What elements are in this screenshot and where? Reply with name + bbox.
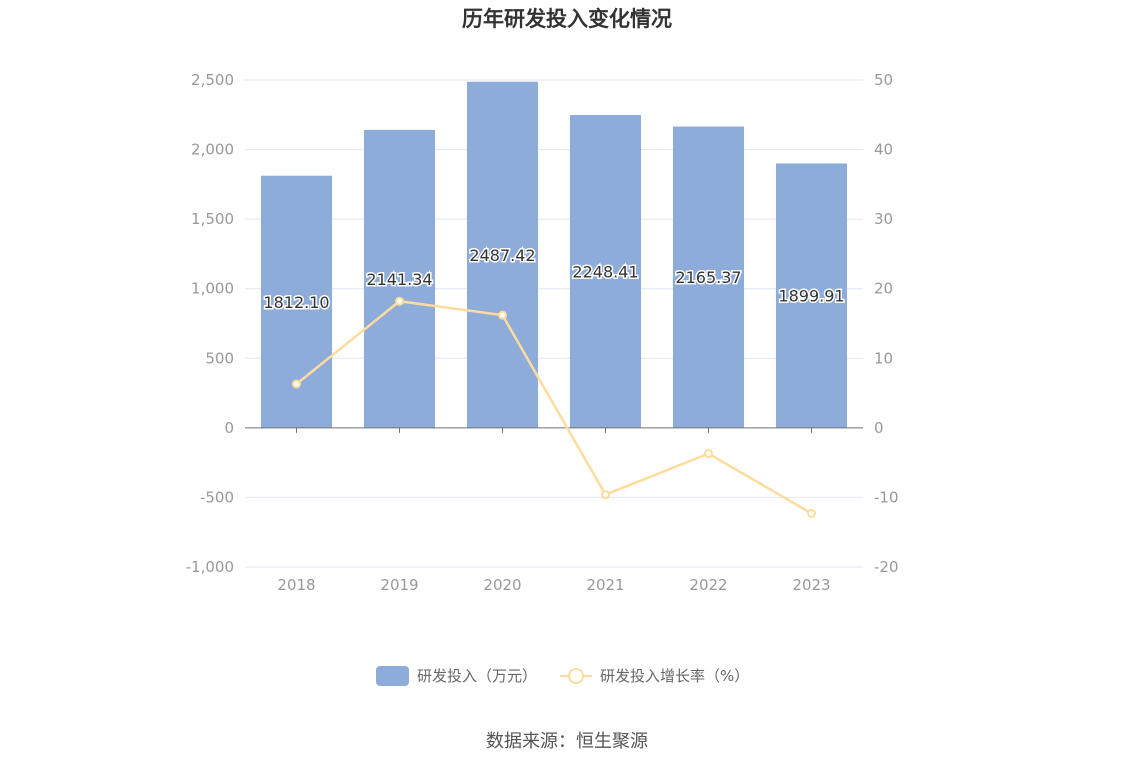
bar-data-label: 2487.42 — [469, 246, 535, 265]
legend-bar-swatch — [376, 666, 409, 686]
x-tick-label: 2021 — [586, 576, 624, 594]
x-tick-label: 2023 — [792, 576, 830, 594]
bar — [775, 163, 848, 428]
legend-item-bar[interactable]: 研发投入（万元） — [376, 666, 537, 686]
left-tick-label: 500 — [205, 349, 234, 367]
line-point — [498, 310, 507, 320]
left-tick-label: 2,500 — [191, 71, 234, 89]
right-axis-ticks: -20 -10 0 10 20 30 40 50 — [874, 71, 899, 576]
right-tick-label: 40 — [874, 141, 893, 159]
right-tick-label: 20 — [874, 280, 893, 298]
right-tick-label: 0 — [874, 419, 884, 437]
legend-line-label: 研发投入增长率（%） — [600, 667, 749, 685]
chart-title: 历年研发投入变化情况 — [462, 7, 672, 31]
line-point — [601, 490, 610, 500]
bar-data-labels: 1812.10 2141.34 2487.42 2248.41 2165.37 1899.… — [262, 244, 846, 313]
x-tick-label: 2018 — [277, 576, 315, 594]
grid-lines — [245, 79, 863, 568]
right-tick-label: -10 — [874, 488, 899, 506]
legend-item-line[interactable]: 研发投入增长率（%） — [560, 667, 749, 685]
bar-series — [260, 81, 848, 428]
bar — [672, 126, 745, 428]
right-tick-label: 10 — [874, 349, 893, 367]
line-point — [292, 379, 301, 389]
bar-data-label: 2165.37 — [675, 268, 741, 287]
bar-data-label: 2141.34 — [366, 270, 432, 289]
bar — [363, 129, 436, 428]
x-axis-tick-marks — [296, 427, 812, 433]
left-tick-label: 1,000 — [191, 280, 234, 298]
line-point — [704, 449, 713, 459]
left-axis-ticks: -1,000 -500 0 500 1,000 1,500 2,000 2,500 — [186, 71, 234, 576]
left-tick-label: -500 — [200, 488, 234, 506]
right-tick-label: -20 — [874, 558, 899, 576]
legend-bar-label: 研发投入（万元） — [417, 667, 537, 685]
x-tick-label: 2020 — [483, 576, 521, 594]
source-text: 数据来源：恒生聚源 — [486, 731, 648, 752]
left-tick-label: 0 — [224, 419, 234, 437]
left-tick-label: -1,000 — [186, 558, 234, 576]
line-series — [292, 296, 816, 518]
bar-data-label: 1899.91 — [778, 287, 844, 306]
legend-line-marker — [568, 668, 584, 684]
x-axis-labels: 2018 2019 2020 2021 2022 2023 — [277, 576, 830, 594]
left-tick-label: 1,500 — [191, 210, 234, 228]
x-tick-label: 2019 — [380, 576, 418, 594]
bar-data-label: 1812.10 — [263, 293, 329, 312]
line-point — [807, 508, 816, 518]
right-tick-label: 30 — [874, 210, 893, 228]
right-tick-label: 50 — [874, 71, 893, 89]
bar-data-label: 2248.41 — [572, 262, 638, 281]
line-point — [395, 296, 404, 306]
bar — [466, 81, 539, 428]
legend: 研发投入（万元） 研发投入增长率（%） — [376, 666, 749, 686]
bar — [569, 115, 642, 428]
growth-line — [295, 299, 813, 515]
x-tick-label: 2022 — [689, 576, 727, 594]
left-tick-label: 2,000 — [191, 141, 234, 159]
